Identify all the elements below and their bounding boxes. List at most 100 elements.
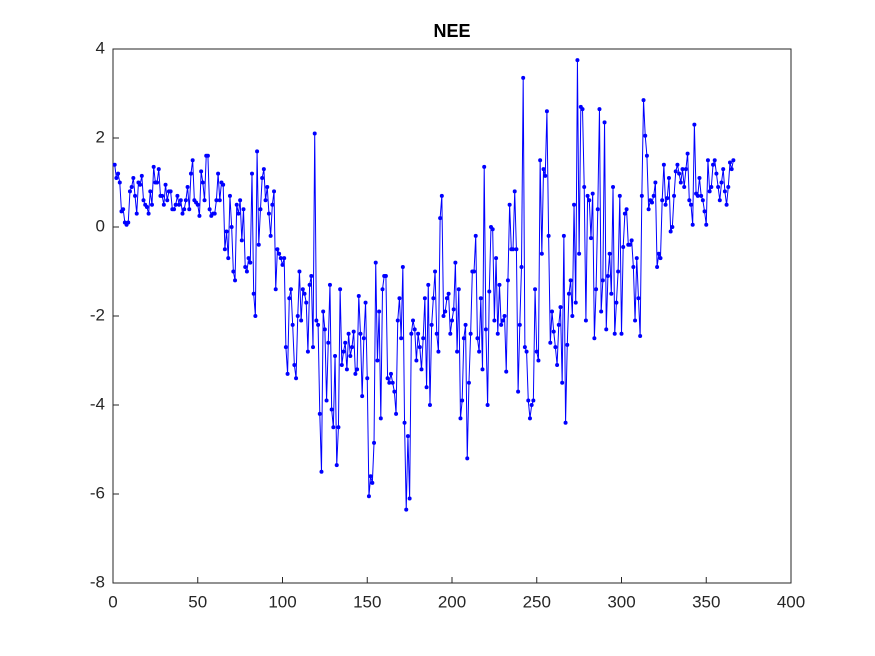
data-point — [178, 198, 183, 203]
data-point — [233, 278, 238, 283]
data-point — [577, 251, 582, 256]
data-point — [304, 300, 309, 305]
x-tick-label: 400 — [777, 592, 805, 611]
data-point — [563, 420, 568, 425]
data-point — [539, 251, 544, 256]
data-point — [595, 207, 600, 212]
data-point — [455, 349, 460, 354]
data-point — [182, 207, 187, 212]
data-point — [163, 182, 168, 187]
data-point — [495, 331, 500, 336]
data-point — [553, 345, 558, 350]
data-point — [639, 193, 644, 198]
data-point — [661, 162, 666, 167]
data-point — [216, 171, 221, 176]
data-point — [238, 198, 243, 203]
data-point — [305, 349, 310, 354]
data-point — [258, 207, 263, 212]
data-point — [556, 322, 561, 327]
data-point — [244, 269, 249, 274]
data-point — [165, 198, 170, 203]
data-point — [383, 273, 388, 278]
data-point — [400, 265, 405, 270]
data-point — [139, 173, 144, 178]
data-point — [463, 322, 468, 327]
data-point — [390, 380, 395, 385]
data-point — [524, 349, 529, 354]
data-point — [419, 367, 424, 372]
y-tick-label: 0 — [96, 216, 105, 235]
data-point — [156, 167, 161, 172]
data-point — [607, 251, 612, 256]
data-point — [656, 251, 661, 256]
data-point — [358, 331, 363, 336]
data-point — [300, 287, 305, 292]
data-point — [116, 171, 121, 176]
data-point — [311, 345, 316, 350]
data-point — [477, 349, 482, 354]
data-point — [502, 314, 507, 318]
data-point — [622, 211, 627, 216]
data-point — [439, 193, 444, 198]
data-point — [173, 202, 178, 207]
data-point — [643, 133, 648, 138]
data-point — [611, 184, 616, 189]
data-point — [670, 225, 675, 229]
data-point — [329, 407, 334, 412]
data-point — [138, 182, 143, 187]
data-point — [409, 331, 414, 336]
data-point — [255, 149, 260, 154]
data-point — [633, 318, 638, 323]
data-point — [680, 167, 685, 172]
data-point — [414, 358, 419, 363]
data-point — [460, 398, 465, 403]
data-point — [133, 193, 138, 198]
data-point — [338, 287, 343, 292]
data-point — [621, 245, 626, 250]
data-point — [368, 474, 373, 479]
data-point — [726, 184, 731, 189]
data-point — [333, 354, 338, 359]
data-point — [168, 189, 173, 194]
data-point — [444, 296, 449, 301]
data-point — [560, 380, 565, 385]
data-point — [317, 411, 322, 416]
data-point — [561, 233, 566, 238]
data-point — [112, 162, 117, 167]
data-point — [348, 354, 353, 359]
data-point — [538, 158, 543, 163]
data-point — [416, 331, 421, 336]
data-point — [436, 349, 441, 354]
data-point — [507, 202, 512, 207]
data-point — [682, 184, 687, 189]
data-point — [134, 211, 139, 216]
data-point — [712, 158, 717, 163]
data-point — [431, 296, 436, 301]
data-point — [434, 331, 439, 336]
data-point — [360, 394, 365, 399]
data-point — [172, 207, 177, 212]
data-point — [339, 362, 344, 367]
data-point — [283, 345, 288, 350]
data-point — [568, 278, 573, 283]
data-point — [433, 269, 438, 274]
data-point — [677, 171, 682, 176]
data-point — [446, 291, 451, 296]
data-point — [468, 331, 473, 336]
data-point — [361, 336, 366, 341]
data-point — [614, 300, 619, 305]
data-point — [450, 318, 454, 323]
data-point — [500, 318, 505, 323]
data-point — [388, 371, 393, 376]
data-point — [687, 198, 692, 203]
data-point — [534, 349, 539, 354]
data-point — [490, 227, 495, 232]
data-point — [144, 204, 149, 209]
data-point — [236, 211, 241, 216]
data-point — [522, 345, 527, 350]
data-point — [719, 180, 724, 185]
data-point — [548, 340, 553, 345]
data-point — [394, 411, 399, 416]
data-point — [429, 322, 434, 327]
data-point — [688, 202, 693, 207]
